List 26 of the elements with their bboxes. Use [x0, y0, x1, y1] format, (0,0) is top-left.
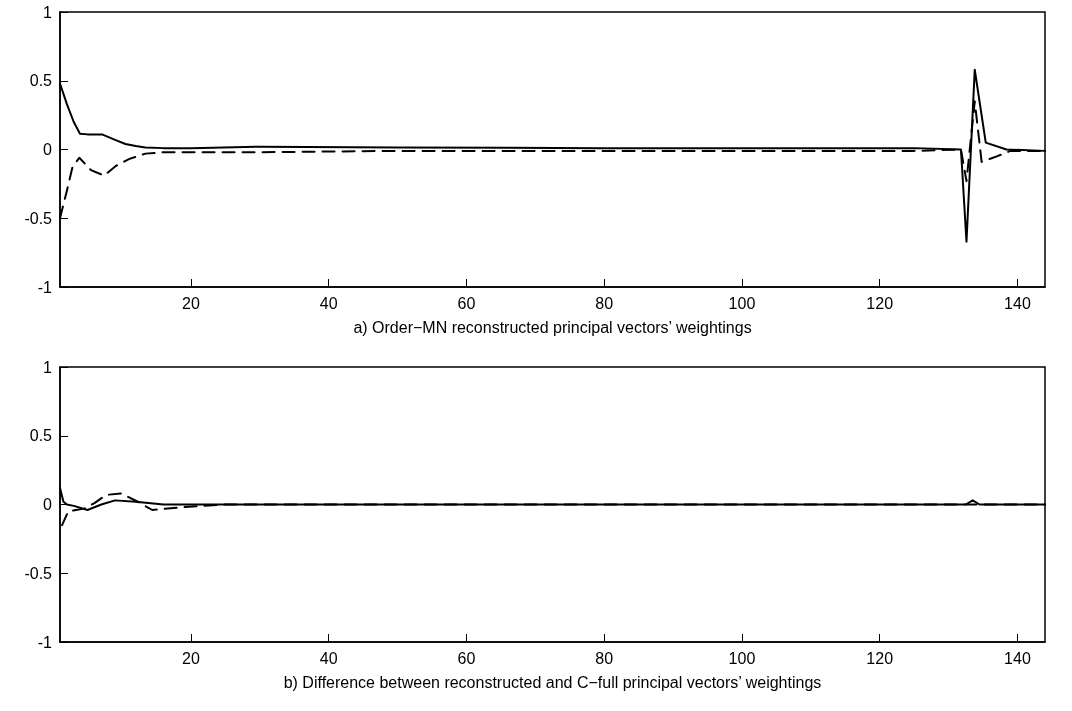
x-tick-label: 140 — [1004, 649, 1031, 667]
x-tick-label: 140 — [1004, 294, 1031, 312]
y-tick-label: -1 — [37, 633, 53, 651]
x-axis-title: b) Difference between reconstructed and C−full principal vectors’ weightings — [283, 673, 822, 691]
x-tick-label: 100 — [728, 649, 756, 667]
x-tick-label: 80 — [595, 294, 614, 312]
x-tick-label: 40 — [319, 294, 338, 312]
x-tick-label: 120 — [866, 294, 894, 312]
y-tick-label: 1 — [43, 3, 53, 21]
x-tick-label: 40 — [319, 649, 338, 667]
x-tick-label: 60 — [457, 649, 476, 667]
x-tick-label: 80 — [595, 649, 614, 667]
y-tick-label: -1 — [37, 278, 53, 296]
y-tick-label: -0.5 — [24, 209, 53, 227]
x-tick-label: 20 — [181, 294, 200, 312]
y-tick-label: 0.5 — [29, 72, 53, 90]
y-tick-label: 1 — [43, 358, 53, 376]
x-axis-title: a) Order−MN reconstructed principal vectors’ weightings — [353, 318, 752, 336]
x-tick-label: 120 — [866, 649, 894, 667]
y-tick-label: 0 — [43, 141, 53, 158]
y-tick-label: 0 — [43, 496, 53, 513]
x-tick-label: 100 — [728, 294, 756, 312]
x-tick-label: 60 — [457, 294, 476, 312]
y-tick-label: 0.5 — [29, 427, 53, 445]
y-tick-label: -0.5 — [24, 564, 53, 582]
x-tick-label: 20 — [181, 649, 200, 667]
